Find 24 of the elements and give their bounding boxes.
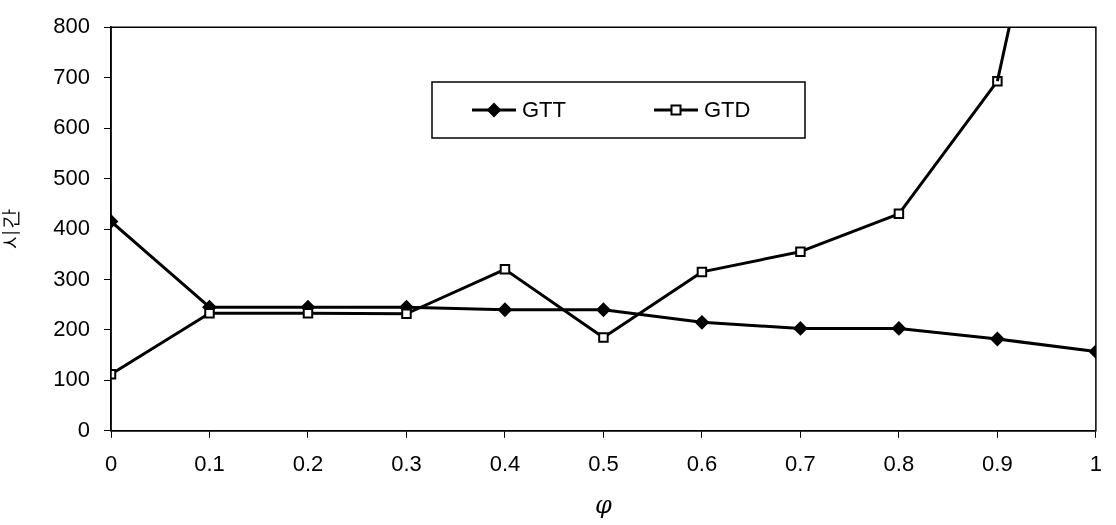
x-tick-label: 0.6 <box>686 451 718 477</box>
y-tick-label: 0 <box>77 416 90 442</box>
y-axis-title: 시간 <box>0 209 23 249</box>
y-tick-label: 800 <box>53 13 90 39</box>
x-tick-label: 0 <box>104 451 118 477</box>
x-tick-label: 0.4 <box>489 451 521 477</box>
x-tick-label: 0.1 <box>194 451 225 477</box>
y-tick-label: 400 <box>53 215 90 241</box>
x-tick-label: 0.7 <box>785 451 816 477</box>
x-tick-label: 1 <box>1089 451 1103 477</box>
x-tick-label: 0.8 <box>883 451 915 477</box>
y-tick-label: 100 <box>53 366 90 392</box>
x-tick-label: 0.3 <box>391 451 422 477</box>
y-tick-label: 200 <box>53 315 90 341</box>
y-tick-label: 700 <box>53 63 90 89</box>
legend-label: GTT <box>522 97 566 123</box>
y-tick-label: 600 <box>53 114 90 140</box>
x-tick-label: 0.9 <box>982 451 1013 477</box>
x-tick-label: 0.2 <box>292 451 324 477</box>
legend-label: GTD <box>704 97 751 123</box>
x-axis-title: φ <box>595 490 613 519</box>
y-tick-label: 500 <box>53 164 90 190</box>
y-tick-label: 300 <box>53 265 90 291</box>
x-tick-label: 0.5 <box>588 451 619 477</box>
